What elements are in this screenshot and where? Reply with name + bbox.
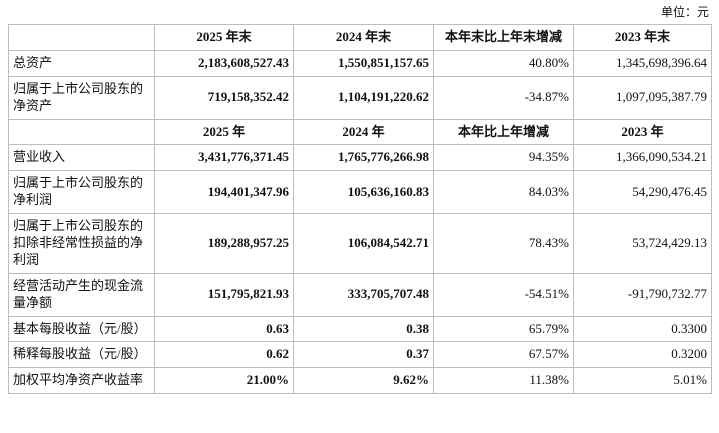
row-label: 归属于上市公司股东的净资产: [8, 75, 155, 120]
value-cell: 94.35%: [433, 144, 574, 172]
value-cell: 54,290,476.45: [573, 170, 712, 215]
value-cell: 40.80%: [433, 49, 574, 77]
row-label: 基本每股收益（元/股）: [8, 315, 155, 343]
row-label: 总资产: [8, 49, 155, 77]
column-header-2024-yearend: 2024 年末: [293, 24, 434, 51]
value-cell: 67.57%: [433, 341, 574, 369]
value-cell: -54.51%: [433, 272, 574, 317]
value-cell: 21.00%: [154, 367, 294, 395]
row-label: 经营活动产生的现金流量净额: [8, 272, 155, 317]
value-cell: 3,431,776,371.45: [154, 144, 294, 172]
value-cell: 0.63: [154, 315, 294, 343]
value-cell: 0.38: [293, 315, 434, 343]
row-label: 营业收入: [8, 144, 155, 172]
row-label: 归属于上市公司股东的净利润: [8, 170, 155, 215]
value-cell: 9.62%: [293, 367, 434, 395]
value-cell: -91,790,732.77: [573, 272, 712, 317]
value-cell: 106,084,542.71: [293, 213, 434, 274]
value-cell: 11.38%: [433, 367, 574, 395]
table-header-row-fullyear: 2025 年 2024 年 本年比上年增减 2023 年: [8, 118, 712, 146]
value-cell: 84.03%: [433, 170, 574, 215]
value-cell: 65.79%: [433, 315, 574, 343]
column-header-blank: [8, 118, 155, 146]
value-cell: 1,765,776,266.98: [293, 144, 434, 172]
value-cell: 1,550,851,157.65: [293, 49, 434, 77]
value-cell: 1,104,191,220.62: [293, 75, 434, 120]
column-header-2024: 2024 年: [293, 118, 434, 146]
column-header-2025-yearend: 2025 年末: [154, 24, 294, 51]
table-row-net-assets: 归属于上市公司股东的净资产 719,158,352.42 1,104,191,2…: [8, 75, 712, 120]
value-cell: 0.62: [154, 341, 294, 369]
value-cell: 0.3200: [573, 341, 712, 369]
value-cell: 0.3300: [573, 315, 712, 343]
column-header-2025: 2025 年: [154, 118, 294, 146]
value-cell: 53,724,429.13: [573, 213, 712, 274]
value-cell: 194,401,347.96: [154, 170, 294, 215]
table-row-diluted-eps: 稀释每股收益（元/股） 0.62 0.37 67.57% 0.3200: [8, 341, 712, 369]
row-label: 稀释每股收益（元/股）: [8, 341, 155, 369]
column-header-yoy-yearend-change: 本年末比上年末增减: [433, 24, 574, 51]
column-header-2023: 2023 年: [573, 118, 712, 146]
value-cell: 333,705,707.48: [293, 272, 434, 317]
column-header-yoy-change: 本年比上年增减: [433, 118, 574, 146]
table-row-operating-cash-flow: 经营活动产生的现金流量净额 151,795,821.93 333,705,707…: [8, 272, 712, 317]
value-cell: 105,636,160.83: [293, 170, 434, 215]
value-cell: 1,366,090,534.21: [573, 144, 712, 172]
value-cell: 719,158,352.42: [154, 75, 294, 120]
table-row-basic-eps: 基本每股收益（元/股） 0.63 0.38 65.79% 0.3300: [8, 315, 712, 343]
table-row-net-profit: 归属于上市公司股东的净利润 194,401,347.96 105,636,160…: [8, 170, 712, 215]
value-cell: 151,795,821.93: [154, 272, 294, 317]
unit-label: 单位：元: [660, 5, 709, 19]
value-cell: 5.01%: [573, 367, 712, 395]
column-header-2023-yearend: 2023 年末: [573, 24, 712, 51]
financial-summary-table: 2025 年末 2024 年末 本年末比上年末增减 2023 年末 总资产 2,…: [8, 24, 712, 395]
table-row-weighted-avg-roe: 加权平均净资产收益率 21.00% 9.62% 11.38% 5.01%: [8, 367, 712, 395]
table-header-row-yearend: 2025 年末 2024 年末 本年末比上年末增减 2023 年末: [8, 24, 712, 51]
column-header-blank: [8, 24, 155, 51]
value-cell: 189,288,957.25: [154, 213, 294, 274]
row-label: 加权平均净资产收益率: [8, 367, 155, 395]
value-cell: -34.87%: [433, 75, 574, 120]
value-cell: 1,345,698,396.64: [573, 49, 712, 77]
value-cell: 78.43%: [433, 213, 574, 274]
table-row-operating-revenue: 营业收入 3,431,776,371.45 1,765,776,266.98 9…: [8, 144, 712, 172]
table-row-net-profit-excl-nonrecurring: 归属于上市公司股东的扣除非经常性损益的净利润 189,288,957.25 10…: [8, 213, 712, 274]
value-cell: 0.37: [293, 341, 434, 369]
table-row-total-assets: 总资产 2,183,608,527.43 1,550,851,157.65 40…: [8, 49, 712, 77]
value-cell: 1,097,095,387.79: [573, 75, 712, 120]
row-label: 归属于上市公司股东的扣除非经常性损益的净利润: [8, 213, 155, 274]
value-cell: 2,183,608,527.43: [154, 49, 294, 77]
